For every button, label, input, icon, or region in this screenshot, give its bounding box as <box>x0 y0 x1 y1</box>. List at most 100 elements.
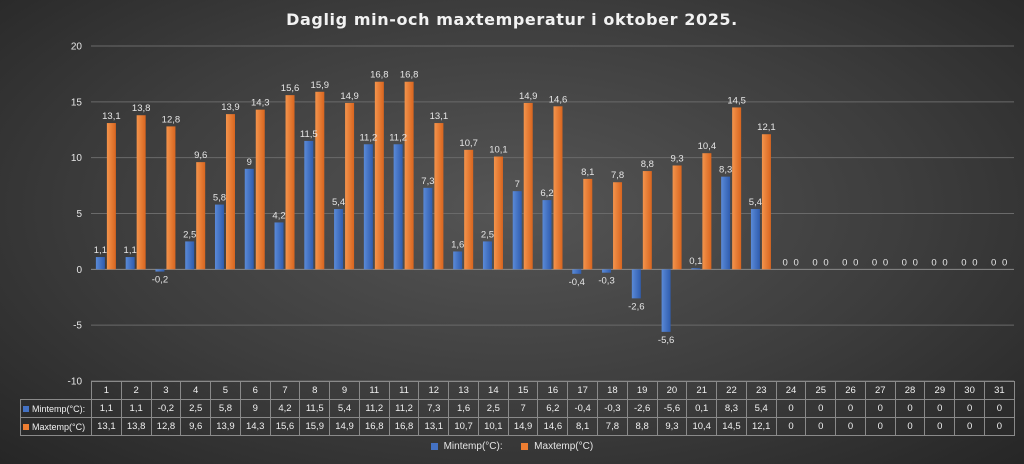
legend-label-min: Mintemp(°C): <box>443 441 503 452</box>
category-label: 5 <box>210 381 241 400</box>
table-cell: 8,3 <box>716 399 747 418</box>
min-bar <box>750 209 760 270</box>
table-cell: 12,1 <box>745 417 777 436</box>
category-label: 9 <box>329 381 360 400</box>
y-tick-label: 20 <box>71 42 83 53</box>
table-cell: 13,9 <box>210 417 241 436</box>
min-bar <box>274 222 284 270</box>
min-data-label: 11,5 <box>300 129 318 140</box>
max-data-label: 9,6 <box>194 150 207 161</box>
table-swatch <box>23 424 29 431</box>
table-cell: 9 <box>239 399 271 418</box>
max-bar <box>732 107 742 270</box>
table-cell: 0 <box>983 399 1015 418</box>
table-cell: 16,8 <box>388 417 420 436</box>
min-data-label: 8,3 <box>719 165 732 176</box>
max-data-label: 16,8 <box>370 70 389 81</box>
min-data-label: 0 <box>842 257 847 268</box>
table-cell: 0 <box>983 417 1015 436</box>
max-data-label: 0 <box>972 257 977 268</box>
table-cell: 0 <box>864 399 896 418</box>
table-cell: 5,4 <box>745 399 777 418</box>
min-data-label: 11,2 <box>359 132 377 143</box>
category-label: 20 <box>656 381 688 400</box>
table-cell: -0,2 <box>150 399 182 418</box>
max-bar <box>553 106 563 270</box>
min-data-label: 2,5 <box>481 229 494 240</box>
min-bar <box>423 187 433 270</box>
category-label: 28 <box>894 381 926 400</box>
max-data-label: 0 <box>794 257 799 268</box>
table-cell: 0 <box>805 417 837 436</box>
max-data-label: 14,3 <box>251 98 270 109</box>
max-data-label: 14,9 <box>340 91 359 102</box>
max-bar <box>285 95 295 270</box>
table-cell: 1,1 <box>91 399 122 418</box>
category-label: 24 <box>775 381 807 400</box>
category-label: 14 <box>477 381 509 400</box>
category-label: 17 <box>567 381 599 400</box>
table-cell: 0 <box>894 417 926 436</box>
table-cell: 2,5 <box>180 399 212 418</box>
max-data-label: 8,8 <box>641 159 654 170</box>
max-data-label: 13,1 <box>102 111 121 122</box>
max-data-label: 10,1 <box>489 145 508 156</box>
table-cell: 0 <box>954 399 985 418</box>
max-bar <box>702 153 712 270</box>
max-data-label: 7,8 <box>611 170 624 181</box>
table-cell: 0 <box>805 399 837 418</box>
min-bar <box>691 268 701 270</box>
table-cell: 9,3 <box>656 417 688 436</box>
y-tick-label: 10 <box>71 153 83 164</box>
category-label: 19 <box>626 381 658 400</box>
table-cell: 1,1 <box>120 399 152 418</box>
min-data-label: 0 <box>931 257 936 268</box>
table-cell: 0 <box>924 417 956 436</box>
max-data-label: 0 <box>823 257 828 268</box>
table-cell: -0,4 <box>567 399 599 418</box>
min-bar <box>95 257 105 270</box>
max-data-label: 14,9 <box>519 91 538 102</box>
min-data-label: 0 <box>872 257 877 268</box>
table-cell: 11,2 <box>388 399 420 418</box>
min-bar <box>512 191 522 270</box>
table-cell: 2,5 <box>477 399 509 418</box>
min-data-label: -0,3 <box>598 276 614 287</box>
table-cell: 14,6 <box>537 417 569 436</box>
max-data-label: 16,8 <box>400 70 419 81</box>
min-bar <box>661 269 671 332</box>
min-data-label: 0 <box>902 257 907 268</box>
category-label: 16 <box>537 381 569 400</box>
y-tick-label: -5 <box>73 321 82 332</box>
max-bar <box>523 102 533 270</box>
max-bar <box>493 156 503 270</box>
max-bar <box>464 149 474 270</box>
table-cell: -5,6 <box>656 399 688 418</box>
table-cell: 7,8 <box>597 417 628 436</box>
max-data-label: 14,5 <box>727 95 746 106</box>
max-data-label: 13,8 <box>132 103 151 114</box>
table-cell: 8,1 <box>567 417 599 436</box>
table-cell: 0 <box>954 417 985 436</box>
category-label: 12 <box>418 381 450 400</box>
max-bar <box>672 165 682 270</box>
table-cell: 14,3 <box>239 417 271 436</box>
max-bar <box>255 109 265 270</box>
max-data-label: 0 <box>883 257 888 268</box>
table-corner <box>20 381 92 400</box>
category-label: 11 <box>358 381 390 400</box>
max-bar <box>136 115 146 270</box>
max-bar <box>761 134 771 270</box>
category-label: 3 <box>150 381 182 400</box>
min-data-label: 7 <box>515 179 520 190</box>
table-cell: 10,4 <box>686 417 718 436</box>
category-label: 22 <box>716 381 747 400</box>
table-cell: 11,5 <box>299 399 331 418</box>
min-bar <box>572 269 582 274</box>
max-data-label: 8,1 <box>581 167 594 178</box>
min-data-label: 1,1 <box>124 245 137 256</box>
table-cell: 13,1 <box>91 417 122 436</box>
legend-swatch-max <box>521 442 529 450</box>
min-data-label: 5,8 <box>213 193 226 204</box>
legend: Mintemp(°C): Maxtemp(°C) <box>0 441 1024 452</box>
